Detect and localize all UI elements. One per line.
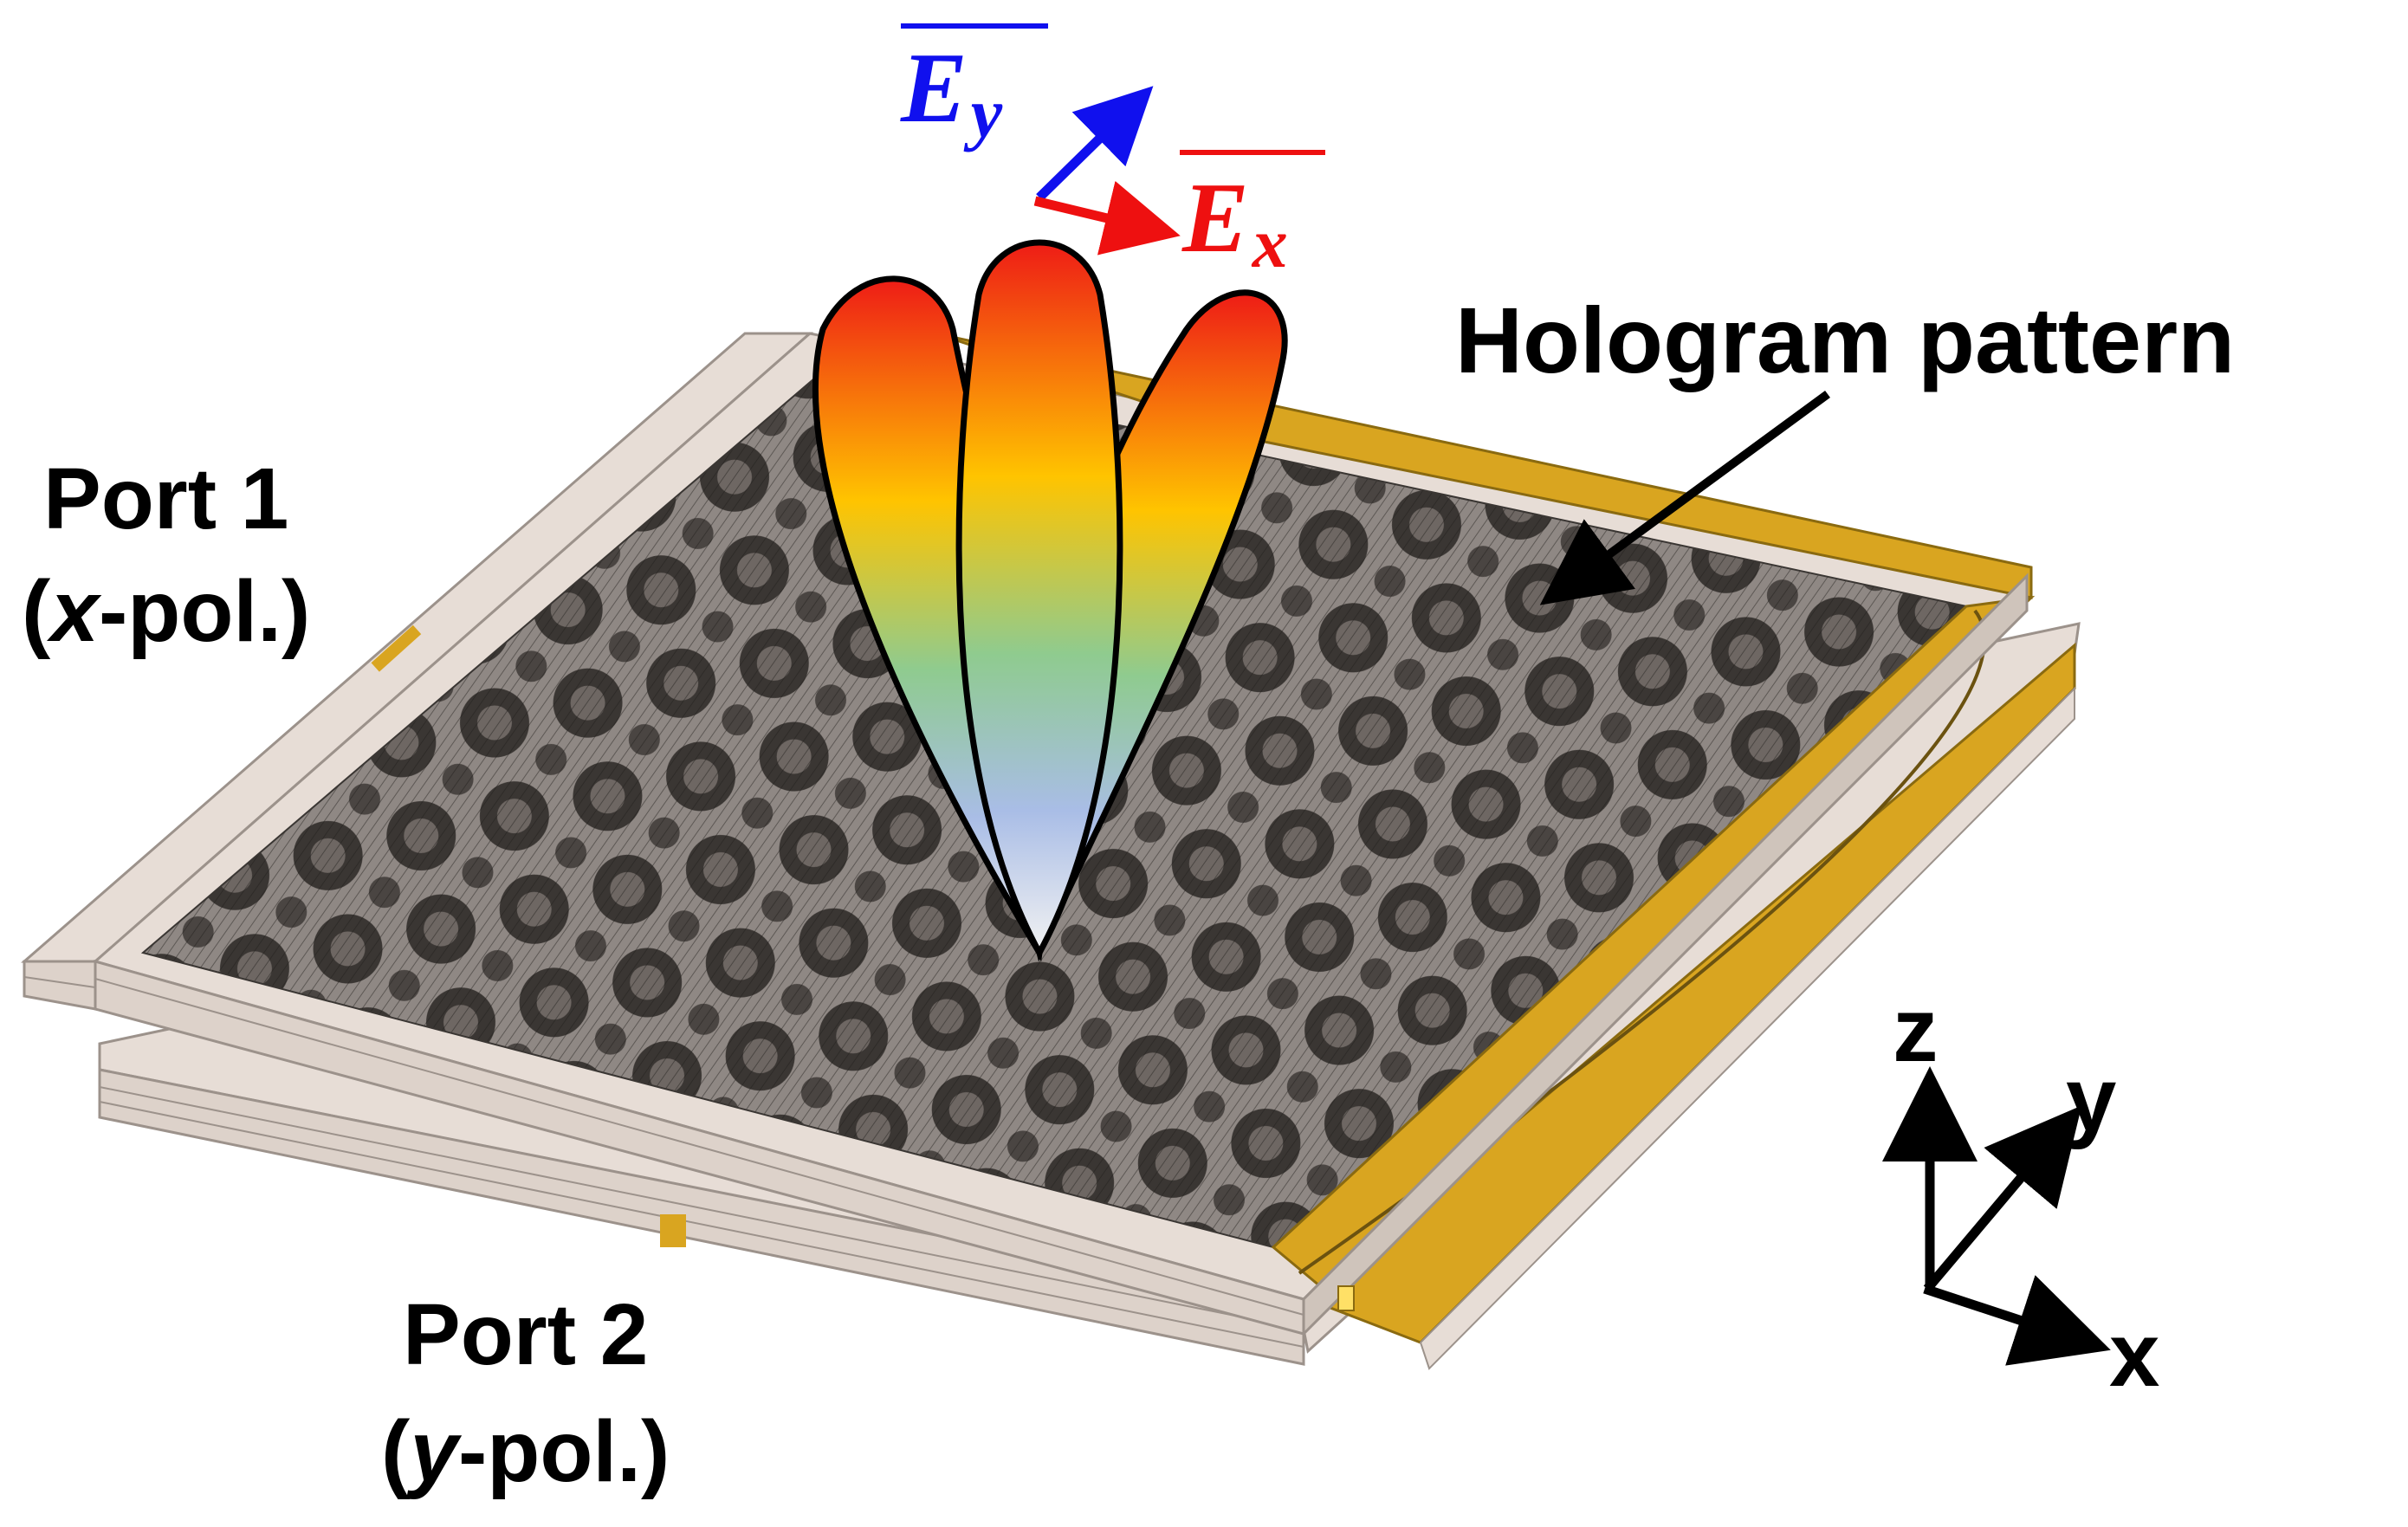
svg-text:Ex: Ex [1181, 163, 1288, 282]
lower-board-front-edge [98, 1068, 1305, 1366]
svg-text:(y-pol.): (y-pol.) [381, 1403, 670, 1500]
beam-center [955, 239, 1123, 960]
z-axis-label: z [1893, 980, 1939, 1081]
x-axis-label: x [2109, 1304, 2159, 1406]
svg-text:Port 1: Port 1 [43, 450, 288, 547]
radiation-beams [812, 239, 1288, 962]
ey-label: Ey [900, 23, 1048, 152]
svg-text:(x-pol.): (x-pol.) [22, 563, 310, 660]
y-axis-arrow [1923, 1105, 2082, 1292]
port2-label: Port 2 (y-pol.) [381, 1286, 670, 1500]
port2-feed-tab [660, 1214, 686, 1247]
ey-arrow [1036, 86, 1154, 201]
coordinate-axes: z y x [1882, 980, 2159, 1406]
hologram-pointer-arrow [1539, 390, 1830, 605]
ex-arrow [1033, 180, 1181, 256]
port1-feed-tab [371, 624, 422, 672]
port1-label: Port 1 (x-pol.) [22, 450, 310, 660]
gold-feed-tab [1337, 1285, 1355, 1311]
y-axis-label: y [2066, 1049, 2116, 1150]
ex-label: Ex [1180, 150, 1325, 282]
svg-text:Port 2: Port 2 [403, 1286, 648, 1383]
svg-text:Ey: Ey [900, 33, 1003, 152]
field-vectors: Ey Ex [900, 23, 1325, 282]
hologram-pattern-label: Hologram pattern [1455, 288, 2235, 392]
x-axis-arrow [1923, 1275, 2111, 1366]
